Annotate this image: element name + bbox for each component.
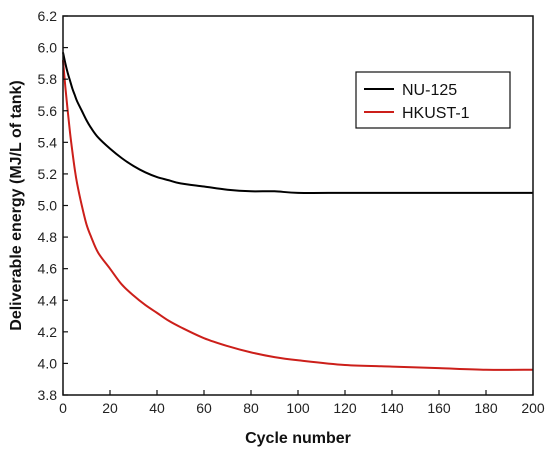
x-tick-label: 40: [149, 400, 165, 416]
y-tick-label: 5.2: [38, 166, 58, 182]
series-line-nu-125: [62, 52, 533, 194]
x-tick-label: 120: [333, 400, 357, 416]
x-tick-label: 80: [243, 400, 259, 416]
x-tick-label: 200: [521, 400, 545, 416]
y-tick-label: 4.4: [38, 292, 58, 308]
y-tick-label: 4.2: [38, 324, 58, 340]
x-tick-label: 160: [427, 400, 451, 416]
x-tick-label: 0: [59, 400, 67, 416]
y-tick-label: 4.6: [38, 261, 58, 277]
series-line-hkust-1: [62, 60, 534, 371]
legend-label: NU-125: [402, 82, 457, 99]
x-tick-label: 60: [196, 400, 212, 416]
x-tick-label: 140: [380, 400, 404, 416]
y-tick-label: 6.0: [38, 40, 58, 56]
x-tick-label: 180: [474, 400, 498, 416]
y-axis-ticks: 3.8 4.0 4.2 4.4 4.6 4.8 5.0 5.2 5.4 5.6 5.8 6.0 6.2: [38, 8, 68, 403]
y-tick-label: 5.8: [38, 71, 58, 87]
y-tick-label: 4.8: [38, 229, 58, 245]
y-tick-label: 3.8: [38, 387, 58, 403]
y-tick-label: 5.4: [38, 134, 58, 150]
x-axis-title: Cycle number: [245, 430, 351, 447]
y-tick-label: 5.0: [38, 198, 58, 214]
x-tick-label: 20: [102, 400, 118, 416]
y-tick-label: 4.0: [38, 355, 58, 371]
legend: NU-125 HKUST-1: [355, 71, 511, 129]
y-axis-title: Deliverable energy (MJ/L of tank): [8, 80, 25, 330]
x-axis-ticks: 0 20 40 60 80 100 120 140 160 180 200: [59, 390, 545, 416]
legend-box: [355, 71, 511, 129]
x-tick-label: 100: [286, 400, 310, 416]
legend-label: HKUST-1: [402, 105, 470, 122]
y-tick-label: 6.2: [38, 8, 58, 24]
y-tick-label: 5.6: [38, 103, 58, 119]
plot-lines: [62, 52, 534, 371]
